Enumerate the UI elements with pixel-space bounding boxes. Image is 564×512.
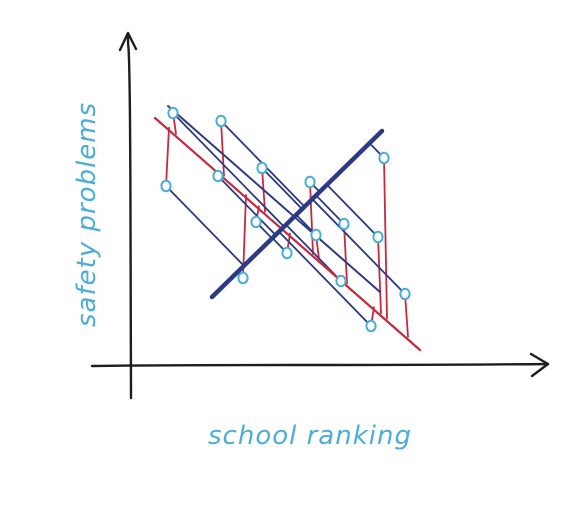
red-residual-5 — [309, 181, 314, 255]
red-residual-10 — [377, 236, 382, 315]
blue-regression-line — [167, 105, 381, 293]
blue-residual-4 — [261, 167, 303, 210]
data-point-1 — [215, 114, 227, 128]
y-axis — [126, 33, 133, 400]
red-regression-line — [153, 116, 422, 352]
blue-residual-3 — [217, 175, 277, 236]
x-axis — [90, 362, 550, 368]
x-axis-label: school ranking — [208, 421, 412, 451]
data-point-15 — [365, 319, 377, 333]
data-point-10 — [372, 230, 384, 244]
y-axis-arrowhead — [118, 31, 138, 52]
fit-lines — [153, 105, 422, 352]
data-point-13 — [335, 274, 347, 288]
data-point-2 — [160, 179, 172, 193]
principal-component-line — [209, 128, 385, 300]
data-point-6 — [378, 151, 390, 165]
y-axis-label: safety problems — [72, 102, 102, 327]
x-axis-arrowhead — [529, 352, 550, 378]
blue-residual-2 — [165, 185, 245, 267]
data-point-3 — [212, 169, 224, 183]
data-point-7 — [250, 215, 262, 229]
red-residual-14 — [404, 293, 409, 338]
data-point-0 — [167, 106, 179, 120]
blue-residual-10 — [326, 183, 379, 238]
blue-residual-14 — [311, 198, 406, 295]
red-residual-1 — [220, 120, 225, 177]
data-point-8 — [310, 228, 322, 242]
blue-residual-0 — [172, 112, 285, 228]
data-point-4 — [256, 161, 268, 175]
data-point-14 — [399, 287, 411, 301]
blue-residual-15 — [277, 230, 372, 327]
red-residual-2 — [165, 126, 170, 187]
data-point-12 — [237, 271, 249, 285]
red-residual-6 — [383, 157, 388, 320]
data-point-11 — [281, 246, 293, 260]
data-point-9 — [338, 217, 350, 231]
data-point-5 — [304, 175, 316, 189]
blue-residual-9 — [315, 194, 345, 225]
data-points — [160, 106, 411, 333]
red-residual-9 — [343, 223, 348, 285]
